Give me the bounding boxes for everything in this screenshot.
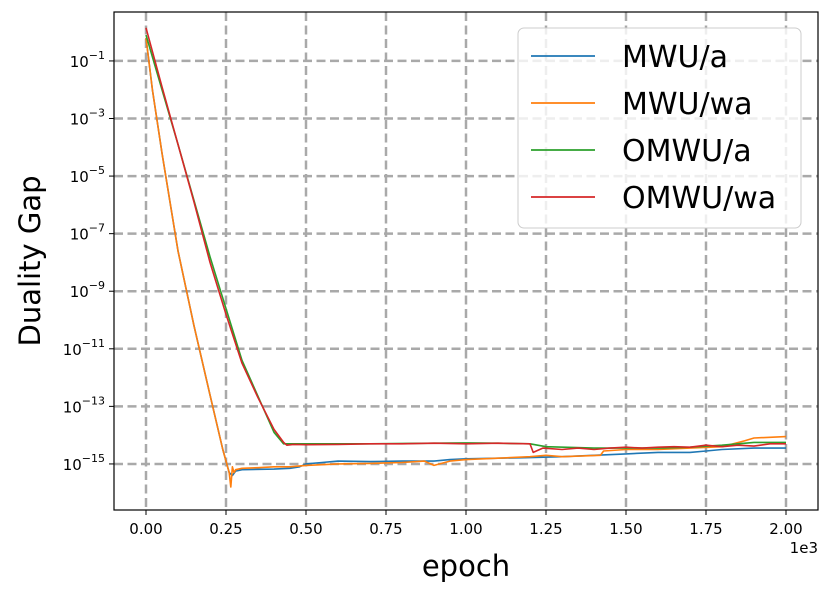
y-tick-base: 10 (70, 168, 89, 186)
y-tick-exponent: −7 (89, 222, 105, 235)
legend: MWU/a MWU/wa OMWU/a OMWU/wa (517, 27, 802, 229)
y-tick-label: 10−1 (70, 49, 105, 71)
legend-label-4: OMWU/wa (622, 181, 776, 216)
y-tick-label: 10−5 (70, 164, 105, 186)
y-tick-exponent: −9 (89, 279, 105, 292)
y-tick-exponent: −13 (82, 394, 105, 407)
y-tick-label: 10−3 (70, 107, 105, 129)
legend-label-2: MWU/wa (622, 87, 753, 122)
x-tick-label: 1.00 (449, 520, 482, 538)
y-tick-exponent: −1 (89, 49, 105, 62)
y-axis-label: Duality Gap (13, 176, 47, 347)
series-line-4 (145, 27, 786, 454)
y-tick-exponent: −11 (82, 337, 105, 350)
x-tick-label: 0.25 (209, 520, 242, 538)
y-tick-base: 10 (63, 398, 82, 416)
y-tick-label: 10−7 (70, 222, 105, 244)
y-tick-label: 10−13 (63, 394, 105, 416)
x-tick-label: 1.25 (529, 520, 562, 538)
y-tick-base: 10 (70, 53, 89, 71)
x-tick-label: 0.50 (289, 520, 322, 538)
x-tick-label: 2.00 (769, 520, 802, 538)
x-tick-label: 0.75 (369, 520, 402, 538)
x-tick-label: 1.50 (609, 520, 642, 538)
x-axis-label: epoch (422, 549, 510, 583)
y-tick-exponent: −15 (82, 452, 105, 465)
y-tick-label: 10−9 (70, 279, 105, 301)
y-tick-base: 10 (63, 341, 82, 359)
x-tick-label: 1.75 (689, 520, 722, 538)
x-axis-ticks: 0.00 0.25 0.50 0.75 1.00 1.25 1.50 1.75 2.00 (129, 510, 803, 538)
y-tick-label: 10−15 (63, 452, 105, 474)
series-layer (145, 27, 787, 488)
y-tick-base: 10 (70, 111, 89, 129)
x-axis-offset-label: 1e3 (790, 539, 818, 557)
y-tick-exponent: −5 (89, 164, 105, 177)
y-tick-label: 10−11 (63, 337, 105, 359)
series-line-2 (145, 37, 787, 488)
legend-label-1: MWU/a (622, 40, 728, 75)
y-tick-base: 10 (70, 283, 89, 301)
legend-box (517, 27, 802, 229)
y-tick-base: 10 (70, 226, 89, 244)
y-tick-exponent: −3 (89, 107, 105, 120)
y-tick-base: 10 (63, 456, 82, 474)
legend-label-3: OMWU/a (622, 134, 752, 169)
x-tick-label: 0.00 (129, 520, 162, 538)
